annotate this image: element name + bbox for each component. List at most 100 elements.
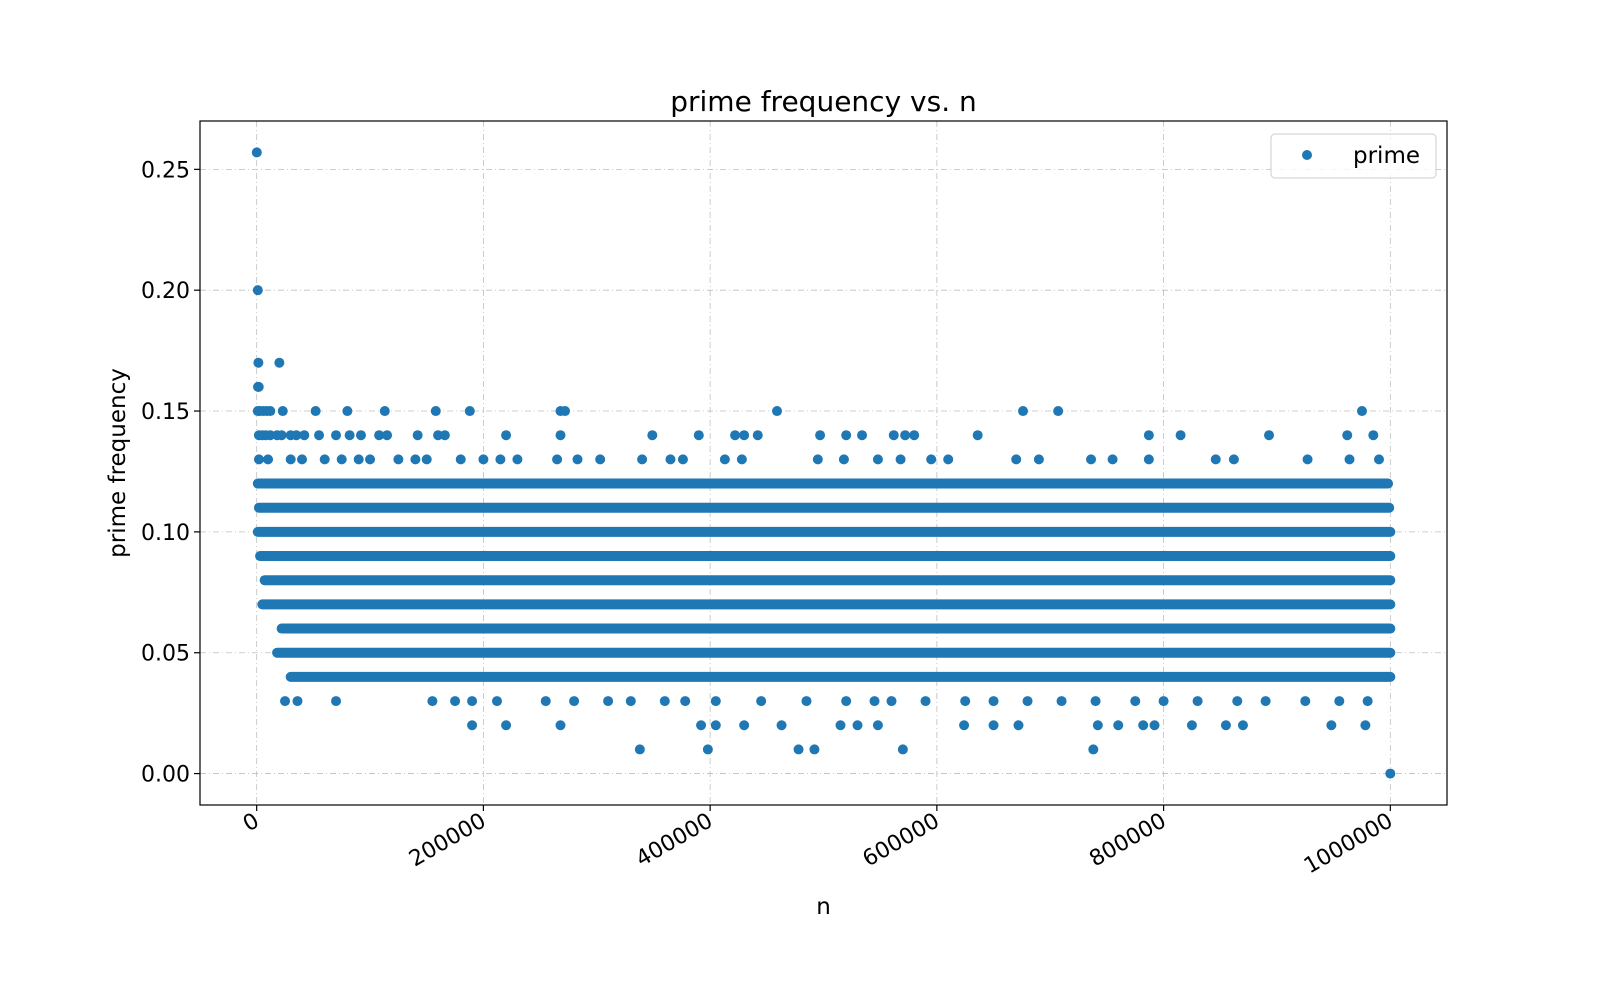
data-point (693, 430, 704, 441)
legend-label: prime (1353, 143, 1420, 169)
data-point (972, 430, 983, 441)
data-point (841, 430, 852, 441)
x-tick-label: 0 (239, 809, 264, 838)
data-point (263, 454, 274, 465)
data-point (1237, 720, 1248, 731)
data-point (467, 696, 478, 707)
data-point (276, 430, 287, 441)
data-point (344, 430, 355, 441)
data-point (1011, 454, 1022, 465)
data-point (393, 454, 404, 465)
data-point (696, 720, 707, 731)
data-point (560, 406, 571, 417)
x-tick-label: 600000 (859, 809, 944, 873)
data-point (299, 430, 310, 441)
data-point (1143, 430, 1154, 441)
data-point (297, 454, 308, 465)
data-point (355, 430, 366, 441)
data-point (815, 430, 826, 441)
data-point (353, 454, 364, 465)
data-point (943, 454, 954, 465)
data-point (1232, 696, 1243, 707)
data-point (492, 696, 503, 707)
data-point (1344, 454, 1355, 465)
data-point (1260, 696, 1271, 707)
data-point (812, 454, 823, 465)
legend-marker (1302, 150, 1312, 160)
data-point (1342, 430, 1353, 441)
y-tick-label: 0.20 (141, 279, 190, 304)
x-tick-label: 200000 (405, 809, 490, 873)
data-point (251, 147, 262, 158)
data-point (838, 454, 849, 465)
data-point (1228, 454, 1239, 465)
data-point (1092, 720, 1103, 731)
data-point (1385, 768, 1396, 779)
data-point (421, 454, 432, 465)
data-point (852, 720, 863, 731)
data-point (319, 454, 330, 465)
data-point (512, 454, 523, 465)
data-point (1373, 454, 1384, 465)
data-point (926, 454, 937, 465)
data-point (501, 430, 512, 441)
data-point (382, 430, 393, 441)
data-point (291, 430, 302, 441)
data-point (702, 744, 713, 755)
data-point (1149, 720, 1160, 731)
data-point (603, 696, 614, 707)
ticks-layer: 0 200000 400000 600000 800000 1000000 0.00 0.05… (141, 158, 1397, 879)
data-point (659, 696, 670, 707)
data-point (736, 454, 747, 465)
data-point (897, 744, 908, 755)
data-point (310, 406, 321, 417)
data-point (1053, 406, 1064, 417)
data-point (455, 454, 466, 465)
data-point (886, 696, 897, 707)
data-point (1088, 744, 1099, 755)
data-point (1056, 696, 1067, 707)
data-point (1368, 430, 1379, 441)
data-point (292, 696, 303, 707)
y-tick-label: 0.05 (141, 642, 190, 667)
data-point (959, 720, 970, 731)
y-tick-label: 0.25 (141, 158, 190, 183)
data-point (634, 744, 645, 755)
data-point (756, 696, 767, 707)
data-point (331, 430, 342, 441)
data-point (552, 454, 563, 465)
data-point (1192, 696, 1203, 707)
data-point (379, 406, 390, 417)
data-point (253, 381, 264, 392)
data-point (1362, 696, 1373, 707)
data-point (960, 696, 971, 707)
data-point (253, 454, 264, 465)
data-point (1300, 696, 1311, 707)
grid-layer (200, 121, 1447, 805)
data-point (410, 454, 421, 465)
data-point (265, 406, 276, 417)
data-point (1090, 696, 1101, 707)
data-point (450, 696, 461, 707)
data-point (1158, 696, 1169, 707)
x-tick-label: 400000 (632, 809, 717, 873)
data-point (625, 696, 636, 707)
data-point (835, 720, 846, 731)
data-point (1022, 696, 1033, 707)
data-point (501, 720, 512, 731)
data-point (680, 696, 691, 707)
data-point (427, 696, 438, 707)
data-point (555, 430, 566, 441)
data-point (772, 406, 783, 417)
data-point (752, 430, 763, 441)
data-point (1113, 720, 1124, 731)
data-point (253, 357, 264, 368)
data-point (809, 744, 820, 755)
data-point (478, 454, 489, 465)
data-point (274, 357, 285, 368)
data-point (439, 430, 450, 441)
data-point (1138, 720, 1149, 731)
legend-box (1270, 133, 1437, 179)
data-point (277, 406, 288, 417)
